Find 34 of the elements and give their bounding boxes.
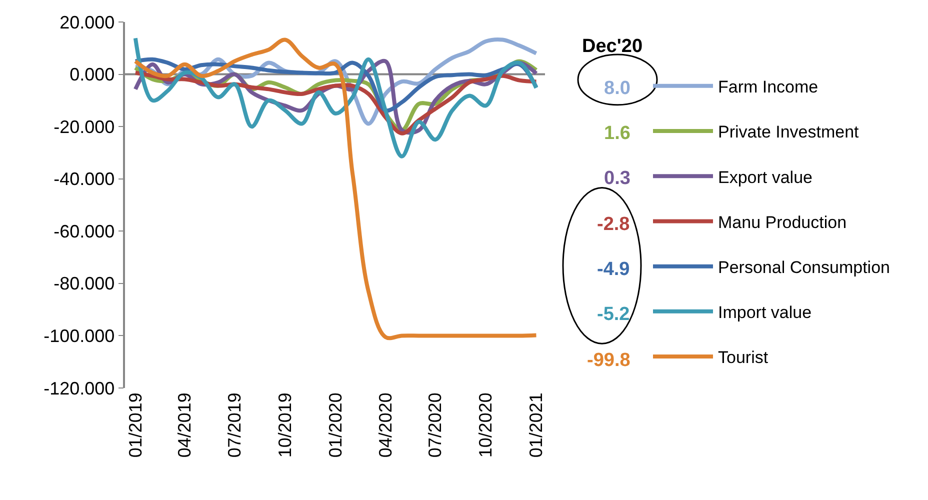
x-tick-label: 10/2020 bbox=[476, 392, 496, 458]
text: -4.9 bbox=[597, 259, 630, 280]
y-tick-label: -120.000 bbox=[44, 378, 115, 398]
line-series bbox=[133, 38, 538, 340]
x-tick-label: 04/2019 bbox=[174, 392, 195, 458]
legend-label: Manu Production bbox=[718, 212, 847, 232]
x-tick-label: 10/2019 bbox=[274, 392, 295, 458]
x-tick-label: 07/2020 bbox=[425, 392, 446, 458]
legend-label: Farm Income bbox=[718, 78, 818, 97]
y-tick-label: 0.000 bbox=[70, 64, 115, 85]
x-tick-label: 01/2019 bbox=[125, 392, 146, 458]
y-tick-label: -20.000 bbox=[54, 116, 115, 137]
text: 8.0 bbox=[604, 78, 630, 99]
x-tick-label: 04/2020 bbox=[375, 392, 396, 458]
text: Dec'20 bbox=[582, 36, 643, 57]
y-tick-label: -80.000 bbox=[54, 274, 115, 294]
x-tick-label: 07/2019 bbox=[224, 392, 245, 458]
text: -2.8 bbox=[597, 214, 630, 235]
text: 1.6 bbox=[604, 123, 630, 144]
legend-label: Private Investment bbox=[718, 122, 860, 142]
text: -99.8 bbox=[587, 350, 630, 371]
x-tick-label: 01/2021 bbox=[526, 392, 546, 458]
x-tick-label: 01/2020 bbox=[325, 392, 346, 458]
legend-label: Tourist bbox=[718, 348, 768, 368]
line-series bbox=[133, 36, 538, 158]
text: 0.3 bbox=[604, 168, 630, 189]
y-tick-label: -60.000 bbox=[54, 221, 115, 242]
y-tick-label: -40.000 bbox=[54, 169, 115, 190]
legend-label: Export value bbox=[718, 168, 812, 187]
legend-label: Import value bbox=[718, 303, 812, 322]
legend-label: Personal Consumption bbox=[718, 258, 890, 277]
y-tick-label: 20.000 bbox=[60, 12, 115, 32]
y-tick-label: -100.000 bbox=[44, 326, 115, 346]
text: -5.2 bbox=[597, 304, 630, 325]
